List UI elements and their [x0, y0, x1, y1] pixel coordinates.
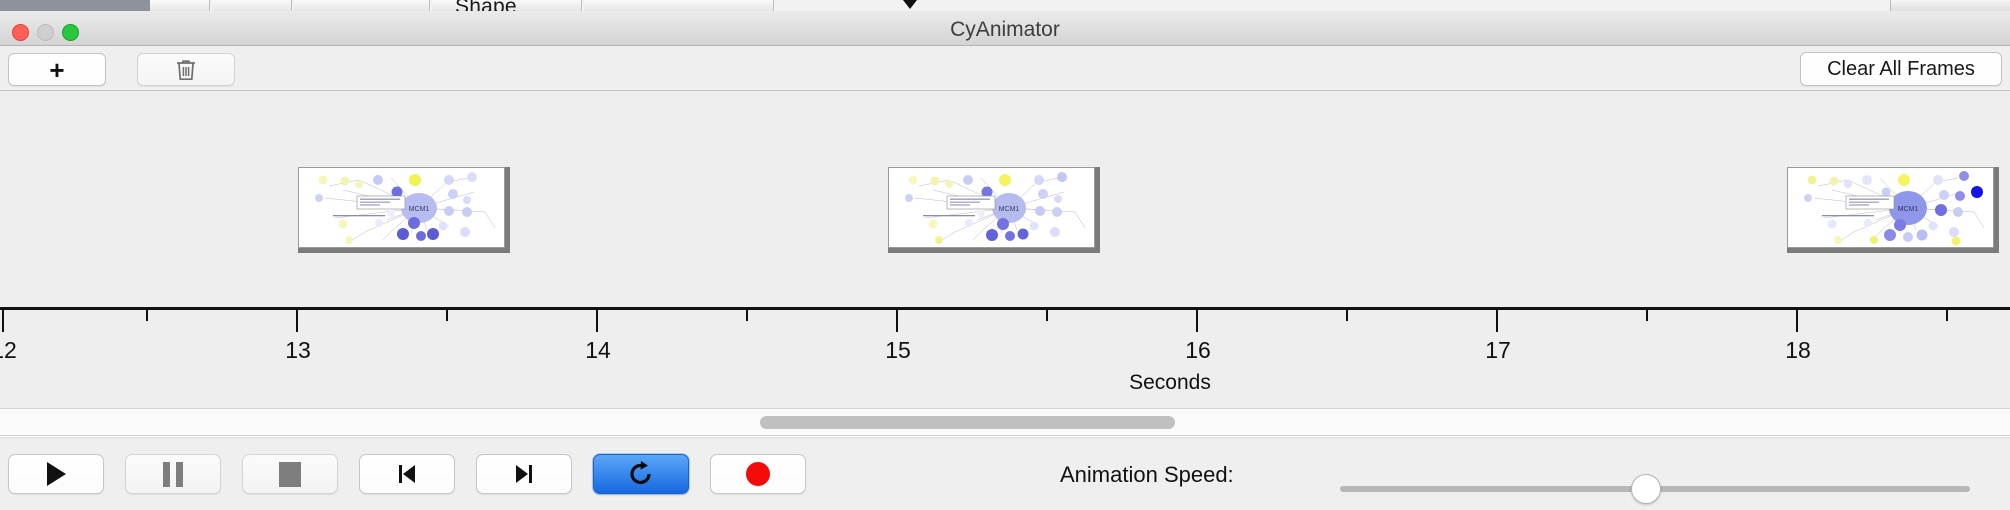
- background-chip: [432, 0, 582, 11]
- network-thumbnail: MCM1: [1788, 168, 1993, 247]
- background-toolbar-dark: [0, 0, 150, 11]
- background-right-panel: [1890, 0, 2010, 11]
- axis-title-text: Seconds: [1129, 371, 1211, 394]
- svg-text:MCM1: MCM1: [409, 206, 430, 213]
- title-bar: CyAnimator: [0, 11, 2010, 46]
- play-button[interactable]: [8, 454, 104, 494]
- close-icon[interactable]: [12, 24, 29, 41]
- frame-thumbnail-2[interactable]: MCM1: [888, 167, 1100, 253]
- pause-button[interactable]: [125, 454, 221, 494]
- stop-icon: [279, 461, 301, 487]
- skip-to-start-button[interactable]: [359, 454, 455, 494]
- clear-all-frames-button[interactable]: Clear All Frames: [1800, 52, 2002, 86]
- axis-tick-minor: [1346, 310, 1348, 321]
- play-icon: [46, 462, 66, 486]
- background-caret-icon: [903, 0, 917, 9]
- background-chip: [294, 0, 430, 11]
- background-chip: [150, 0, 210, 11]
- skip-to-end-button[interactable]: [476, 454, 572, 494]
- traffic-lights: [12, 24, 79, 41]
- frame-canvas: MCM1: [888, 167, 1095, 248]
- axis-tick-minor: [146, 310, 148, 321]
- axis-tick-major: [1796, 310, 1798, 332]
- background-chip: [212, 0, 292, 11]
- axis-tick-major: [2, 310, 4, 332]
- network-thumbnail: MCM1: [889, 168, 1094, 247]
- axis-tick-minor: [446, 310, 448, 321]
- frame-thumbnail-3[interactable]: MCM1: [1787, 167, 1999, 253]
- delete-frame-button[interactable]: [137, 53, 235, 86]
- timeline-scrollbar-thumb[interactable]: [760, 416, 1175, 429]
- clear-all-frames-label: Clear All Frames: [1827, 57, 1975, 80]
- record-button[interactable]: [710, 454, 806, 494]
- axis-tick-label: 18: [1785, 337, 1811, 363]
- animation-speed-slider-thumb[interactable]: [1631, 474, 1661, 504]
- axis-tick-major: [896, 310, 898, 332]
- skip-back-icon: [399, 465, 415, 483]
- timeline-scrollbar-track[interactable]: [0, 410, 2010, 436]
- timeline-axis: [0, 307, 2010, 310]
- svg-text:MCM1: MCM1: [1898, 206, 1919, 213]
- maximize-icon[interactable]: [62, 24, 79, 41]
- record-icon: [746, 462, 770, 486]
- axis-title: Seconds: [0, 371, 2010, 395]
- trash-icon: [177, 59, 195, 80]
- axis-tick-minor: [1946, 310, 1948, 321]
- plus-icon: +: [49, 54, 65, 85]
- frame-canvas: MCM1: [1787, 167, 1994, 248]
- background-shape-label: Shape: [455, 0, 517, 12]
- window-title: CyAnimator: [950, 18, 1060, 41]
- axis-tick-label: 17: [1485, 337, 1511, 363]
- axis-tick-major: [596, 310, 598, 332]
- axis-tick-label: 15: [885, 337, 911, 363]
- axis-tick-label: 13: [285, 337, 311, 363]
- loop-button[interactable]: [593, 454, 689, 494]
- pause-icon: [163, 461, 183, 487]
- axis-tick-label: 14: [585, 337, 611, 363]
- axis-tick-major: [296, 310, 298, 332]
- timeline-panel[interactable]: MCM1: [0, 91, 2010, 409]
- playback-control-bar: Animation Speed:: [0, 437, 2010, 510]
- axis-tick-minor: [1046, 310, 1048, 321]
- axis-tick-major: [1496, 310, 1498, 332]
- stop-button[interactable]: [242, 454, 338, 494]
- add-frame-button[interactable]: +: [8, 53, 106, 86]
- minimize-icon[interactable]: [37, 24, 54, 41]
- frame-canvas: MCM1: [298, 167, 505, 248]
- axis-tick-label: 12: [0, 337, 17, 363]
- background-chip: [584, 0, 774, 11]
- loop-icon: [630, 461, 651, 485]
- axis-tick-minor: [746, 310, 748, 321]
- axis-tick-minor: [1646, 310, 1648, 321]
- animation-speed-label: Animation Speed:: [1060, 462, 1234, 487]
- skip-forward-icon: [516, 465, 532, 483]
- axis-tick-major: [1196, 310, 1198, 332]
- frame-thumbnail-1[interactable]: MCM1: [298, 167, 510, 253]
- axis-tick-label: 16: [1185, 337, 1211, 363]
- toolbar: + Clear All Frames: [0, 46, 2010, 91]
- svg-text:MCM1: MCM1: [999, 206, 1020, 213]
- network-thumbnail: MCM1: [299, 168, 504, 247]
